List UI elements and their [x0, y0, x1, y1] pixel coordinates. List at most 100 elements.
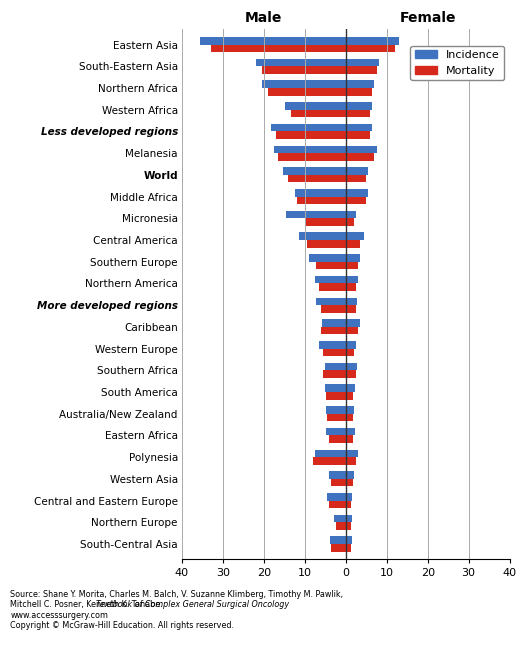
Bar: [346, 305, 356, 313]
Bar: [346, 515, 352, 523]
Bar: [346, 457, 356, 465]
Bar: [346, 385, 355, 392]
Bar: [335, 523, 346, 530]
Bar: [346, 254, 360, 262]
Bar: [287, 211, 346, 218]
Bar: [346, 544, 350, 551]
Bar: [346, 240, 360, 248]
Bar: [262, 66, 346, 74]
Text: Female: Female: [399, 11, 456, 25]
Bar: [346, 276, 358, 283]
Bar: [346, 131, 370, 139]
Text: Textbook of Complex General Surgical Oncology: Textbook of Complex General Surgical Onc…: [96, 600, 289, 610]
Bar: [283, 167, 346, 175]
Bar: [324, 363, 346, 370]
Bar: [346, 59, 379, 66]
Bar: [346, 197, 366, 204]
Bar: [346, 428, 355, 436]
Bar: [262, 80, 346, 88]
Bar: [333, 515, 346, 523]
Bar: [346, 167, 368, 175]
Bar: [326, 406, 346, 414]
Bar: [346, 349, 354, 356]
Bar: [346, 363, 357, 370]
Bar: [346, 283, 356, 291]
Bar: [346, 319, 360, 327]
Bar: [346, 153, 374, 161]
Bar: [346, 500, 350, 508]
Bar: [296, 197, 346, 204]
Bar: [346, 211, 356, 218]
Bar: [278, 153, 346, 161]
Bar: [295, 189, 346, 197]
Bar: [305, 218, 346, 226]
Bar: [346, 392, 353, 400]
Text: Copyright © McGraw-Hill Education. All rights reserved.: Copyright © McGraw-Hill Education. All r…: [10, 621, 235, 630]
Bar: [326, 428, 346, 436]
Bar: [271, 124, 346, 131]
Bar: [319, 341, 346, 349]
Bar: [330, 436, 346, 443]
Bar: [346, 88, 372, 95]
Bar: [319, 283, 346, 291]
Bar: [316, 262, 346, 269]
Bar: [346, 479, 353, 487]
Bar: [285, 102, 346, 110]
Bar: [346, 449, 358, 457]
Bar: [346, 523, 350, 530]
Text: Source: Shane Y. Morita, Charles M. Balch, V. Suzanne Klimberg, Timothy M. Pawli: Source: Shane Y. Morita, Charles M. Balc…: [10, 590, 343, 599]
Bar: [346, 66, 376, 74]
Bar: [268, 88, 346, 95]
Bar: [330, 536, 346, 544]
Bar: [346, 262, 358, 269]
Bar: [211, 44, 346, 52]
Bar: [346, 102, 372, 110]
Bar: [346, 341, 356, 349]
Bar: [200, 37, 346, 44]
Legend: Incidence, Mortality: Incidence, Mortality: [410, 46, 504, 80]
Bar: [313, 457, 346, 465]
Bar: [346, 472, 354, 479]
Bar: [307, 240, 346, 248]
Bar: [346, 80, 374, 88]
Bar: [330, 472, 346, 479]
Bar: [346, 370, 356, 378]
Bar: [328, 414, 346, 421]
Bar: [346, 37, 399, 44]
Bar: [346, 414, 353, 421]
Bar: [288, 175, 346, 182]
Bar: [346, 175, 366, 182]
Bar: [315, 449, 346, 457]
Bar: [346, 189, 368, 197]
Bar: [331, 544, 346, 551]
Bar: [298, 232, 346, 240]
Bar: [324, 385, 346, 392]
Bar: [346, 298, 357, 305]
Bar: [346, 232, 364, 240]
Bar: [323, 349, 346, 356]
Bar: [346, 327, 358, 334]
Bar: [322, 319, 346, 327]
Text: Male: Male: [245, 11, 282, 25]
Bar: [346, 124, 372, 131]
Bar: [309, 254, 346, 262]
Bar: [346, 146, 376, 153]
Text: Mitchell C. Posner, Kenneth K. Tanabe:: Mitchell C. Posner, Kenneth K. Tanabe:: [10, 600, 166, 610]
Bar: [346, 110, 370, 117]
Bar: [346, 44, 395, 52]
Bar: [328, 493, 346, 500]
Bar: [331, 479, 346, 487]
Text: www.accesssurgery.com: www.accesssurgery.com: [10, 611, 108, 620]
Bar: [291, 110, 346, 117]
Bar: [346, 218, 354, 226]
Bar: [321, 305, 346, 313]
Bar: [276, 131, 346, 139]
Bar: [346, 406, 354, 414]
Bar: [315, 276, 346, 283]
Bar: [346, 436, 353, 443]
Bar: [321, 327, 346, 334]
Bar: [323, 370, 346, 378]
Bar: [274, 146, 346, 153]
Bar: [346, 493, 352, 500]
Bar: [256, 59, 346, 66]
